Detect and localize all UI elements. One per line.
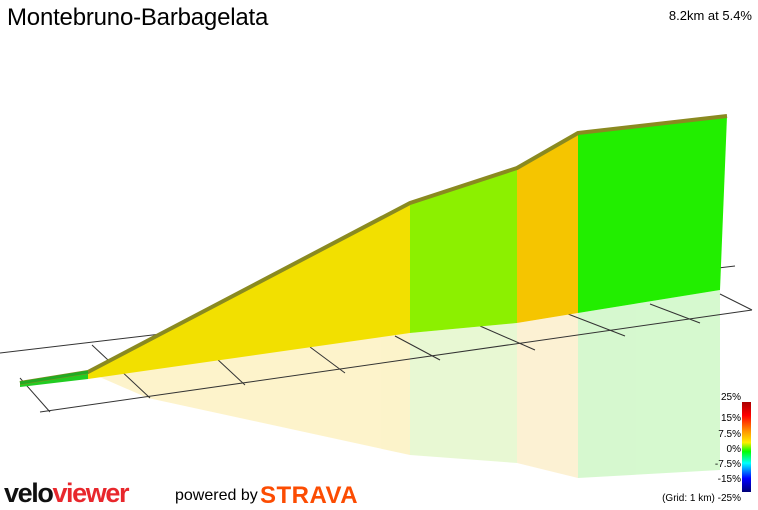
legend-label-0: 0% (726, 444, 741, 455)
logo-viewer-text: viewer (52, 478, 129, 508)
grid-line (567, 313, 626, 337)
grid-line (309, 346, 346, 374)
legend-label-7-5: 7.5% (718, 429, 741, 440)
veloviewer-logo[interactable]: veloviewer (4, 478, 130, 508)
grid-line (649, 303, 701, 324)
legend-label-15: 15% (720, 413, 741, 424)
reflection-segment-4 (578, 290, 720, 478)
legend-label-neg-15: -15% (717, 474, 741, 485)
profile-top-edge (19, 114, 728, 385)
profile-segment-3 (517, 133, 578, 323)
page-title: Montebruno-Barbagelata (7, 4, 269, 31)
profile-segment-4 (578, 116, 727, 313)
profile-segment-2 (410, 168, 517, 333)
gradient-legend: 25% 15% 7.5% 0% -7.5% -15% (700, 392, 758, 508)
grid-line (479, 325, 536, 351)
logo-velo-text: velo (4, 478, 54, 508)
grid-scale-note: (Grid: 1 km) -25% (662, 493, 741, 504)
grid-line (91, 344, 109, 361)
climb-summary: 8.2km at 5.4% (668, 8, 752, 23)
reflection-segment-2 (410, 323, 517, 463)
grid-line (215, 357, 246, 386)
legend-label-25: 25% (720, 392, 741, 403)
grid-back-edge (39, 309, 753, 413)
grid-line (394, 335, 441, 361)
top-edge-start (19, 370, 89, 385)
grid-line (719, 293, 753, 311)
gradient-color-bar (742, 402, 751, 492)
legend-label-neg-7-5: -7.5% (714, 459, 741, 470)
strava-logo[interactable]: STRAVA (260, 482, 359, 509)
reflection-segment-3 (517, 313, 578, 478)
powered-by-text: powered by (175, 487, 258, 504)
